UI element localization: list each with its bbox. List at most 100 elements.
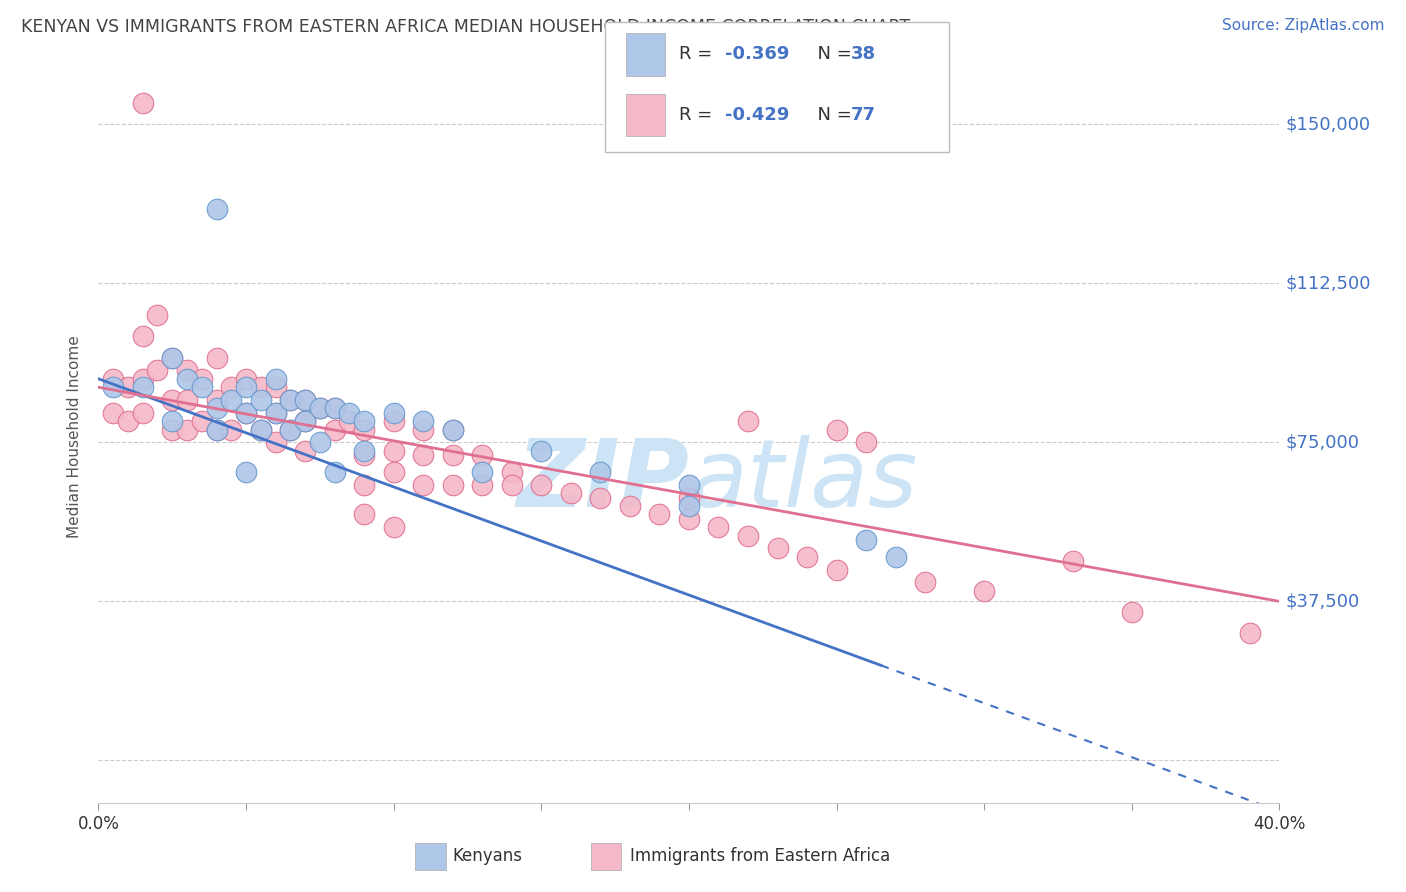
Point bbox=[117, 414, 139, 428]
Point bbox=[707, 520, 730, 534]
Point bbox=[132, 380, 155, 394]
Point bbox=[339, 414, 361, 428]
Point bbox=[560, 486, 582, 500]
Point bbox=[146, 308, 169, 322]
Point bbox=[294, 414, 316, 428]
Y-axis label: Median Household Income: Median Household Income bbox=[67, 335, 83, 539]
Point bbox=[250, 423, 273, 437]
Point bbox=[264, 406, 287, 420]
Point bbox=[264, 380, 287, 394]
Point bbox=[205, 401, 228, 416]
Point bbox=[412, 448, 434, 462]
Point bbox=[353, 477, 375, 491]
Point bbox=[353, 448, 375, 462]
Point bbox=[855, 435, 877, 450]
Point bbox=[235, 465, 257, 479]
Point bbox=[884, 549, 907, 564]
Point bbox=[825, 423, 848, 437]
Text: -0.369: -0.369 bbox=[725, 45, 790, 63]
Text: -0.429: -0.429 bbox=[725, 106, 790, 124]
Point bbox=[441, 423, 464, 437]
Point bbox=[501, 477, 523, 491]
Point bbox=[264, 372, 287, 386]
Point bbox=[914, 575, 936, 590]
Point bbox=[530, 477, 553, 491]
Text: $37,500: $37,500 bbox=[1285, 592, 1360, 610]
Point bbox=[737, 529, 759, 543]
Point bbox=[250, 423, 273, 437]
Point bbox=[353, 414, 375, 428]
Point bbox=[855, 533, 877, 547]
Point bbox=[412, 477, 434, 491]
Point bbox=[382, 443, 405, 458]
Point bbox=[323, 465, 346, 479]
Point bbox=[103, 406, 125, 420]
Point bbox=[176, 372, 198, 386]
Point bbox=[309, 435, 332, 450]
Point bbox=[796, 549, 818, 564]
Text: Immigrants from Eastern Africa: Immigrants from Eastern Africa bbox=[630, 847, 890, 865]
Point bbox=[132, 329, 155, 343]
Point bbox=[146, 363, 169, 377]
Point bbox=[412, 414, 434, 428]
Point bbox=[323, 401, 346, 416]
Point bbox=[323, 401, 346, 416]
Text: N =: N = bbox=[806, 45, 858, 63]
Point bbox=[589, 491, 612, 505]
Point bbox=[353, 443, 375, 458]
Point bbox=[205, 423, 228, 437]
Point bbox=[441, 448, 464, 462]
Point bbox=[323, 423, 346, 437]
Point bbox=[501, 465, 523, 479]
Point bbox=[382, 406, 405, 420]
Point bbox=[235, 406, 257, 420]
Point bbox=[382, 465, 405, 479]
Point bbox=[353, 423, 375, 437]
Point bbox=[294, 392, 316, 407]
Point bbox=[589, 465, 612, 479]
Point bbox=[678, 512, 700, 526]
Point bbox=[309, 401, 332, 416]
Point bbox=[162, 423, 183, 437]
Point bbox=[294, 414, 316, 428]
Point bbox=[353, 508, 375, 522]
Text: Kenyans: Kenyans bbox=[453, 847, 523, 865]
Point bbox=[678, 491, 700, 505]
Point bbox=[678, 499, 700, 513]
Text: $75,000: $75,000 bbox=[1285, 434, 1360, 451]
Point bbox=[191, 372, 214, 386]
Point bbox=[264, 406, 287, 420]
Text: Source: ZipAtlas.com: Source: ZipAtlas.com bbox=[1222, 18, 1385, 33]
Point bbox=[205, 202, 228, 216]
Point bbox=[648, 508, 671, 522]
Text: R =: R = bbox=[679, 106, 718, 124]
Point bbox=[250, 380, 273, 394]
Point bbox=[221, 380, 243, 394]
Point bbox=[412, 423, 434, 437]
Point bbox=[530, 443, 553, 458]
Point bbox=[176, 363, 198, 377]
Point bbox=[294, 392, 316, 407]
Text: N =: N = bbox=[806, 106, 858, 124]
Point bbox=[132, 96, 155, 111]
Point bbox=[280, 392, 302, 407]
Point bbox=[1239, 626, 1261, 640]
Point bbox=[103, 372, 125, 386]
Point bbox=[382, 520, 405, 534]
Point bbox=[471, 477, 494, 491]
Text: 38: 38 bbox=[851, 45, 876, 63]
Text: ZIP: ZIP bbox=[516, 435, 689, 527]
Point bbox=[162, 351, 183, 365]
Point bbox=[678, 477, 700, 491]
Point bbox=[176, 423, 198, 437]
Point bbox=[280, 423, 302, 437]
Point bbox=[162, 414, 183, 428]
Point bbox=[825, 563, 848, 577]
Point bbox=[766, 541, 789, 556]
Point bbox=[103, 380, 125, 394]
Point bbox=[1121, 605, 1143, 619]
Point bbox=[176, 392, 198, 407]
Point bbox=[221, 392, 243, 407]
Point bbox=[250, 392, 273, 407]
Point bbox=[162, 351, 183, 365]
